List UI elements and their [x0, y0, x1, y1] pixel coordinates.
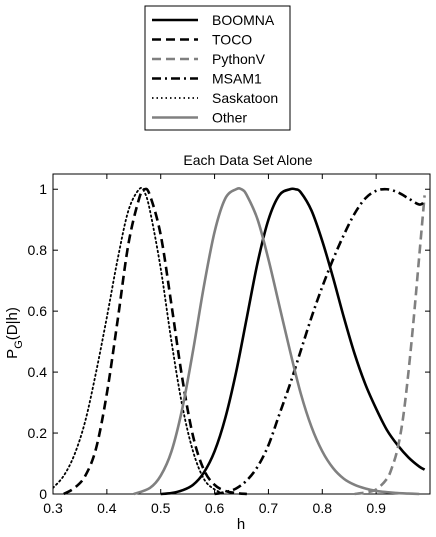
- series-line-msam1: [214, 187, 426, 496]
- x-axis-label: h: [237, 516, 245, 533]
- y-tick-label: 0: [39, 486, 47, 502]
- chart-title: Each Data Set Alone: [183, 152, 312, 168]
- plot-frame: [52, 173, 431, 495]
- x-tick-label: 0.3: [43, 500, 63, 516]
- y-axis-label: PG(D|h): [4, 307, 25, 359]
- legend-label-other: Other: [212, 110, 247, 126]
- y-tick-label: 0.8: [28, 242, 48, 258]
- y-axis-label-sub: G: [13, 340, 25, 349]
- x-tick-label: 0.6: [205, 500, 225, 516]
- legend-label-msam1: MSAM1: [212, 71, 262, 87]
- legend-label-saskatoon: Saskatoon: [212, 90, 278, 106]
- legend-label-toco: TOCO: [212, 32, 252, 48]
- y-tick-label: 1: [39, 181, 47, 197]
- x-tick-label: 0.4: [97, 500, 117, 516]
- x-tick-label: 0.7: [259, 500, 279, 516]
- axis-ticks: 0.3 0.4 0.5 0.6 0.7 0.8 0.9 0 0.2 0.4 0.6 0.8 1: [28, 174, 430, 516]
- series-lines: [53, 186, 426, 496]
- legend: BOOMNA TOCO PythonV MSAM1 Saskatoon Other: [144, 5, 291, 131]
- y-axis-label-rest: (D|h): [4, 307, 21, 340]
- series-line-saskatoon: [53, 187, 227, 495]
- series-line-boomna: [160, 187, 426, 496]
- y-tick-label: 0.4: [28, 364, 48, 380]
- x-tick-label: 0.5: [151, 500, 171, 516]
- y-axis-label-main: P: [4, 349, 21, 359]
- series-line-pythonv: [354, 195, 426, 496]
- legend-label-pythonv: PythonV: [212, 51, 266, 67]
- legend-box: [144, 5, 291, 131]
- x-tick-label: 0.8: [313, 500, 333, 516]
- svg-text:PG(D|h): PG(D|h): [4, 307, 25, 359]
- series-line-other: [133, 186, 420, 496]
- series-line-toco: [63, 187, 247, 496]
- y-tick-label: 0.2: [28, 425, 48, 441]
- y-tick-label: 0.6: [28, 303, 48, 319]
- x-tick-label: 0.9: [366, 500, 386, 516]
- legend-label-boomna: BOOMNA: [212, 12, 275, 28]
